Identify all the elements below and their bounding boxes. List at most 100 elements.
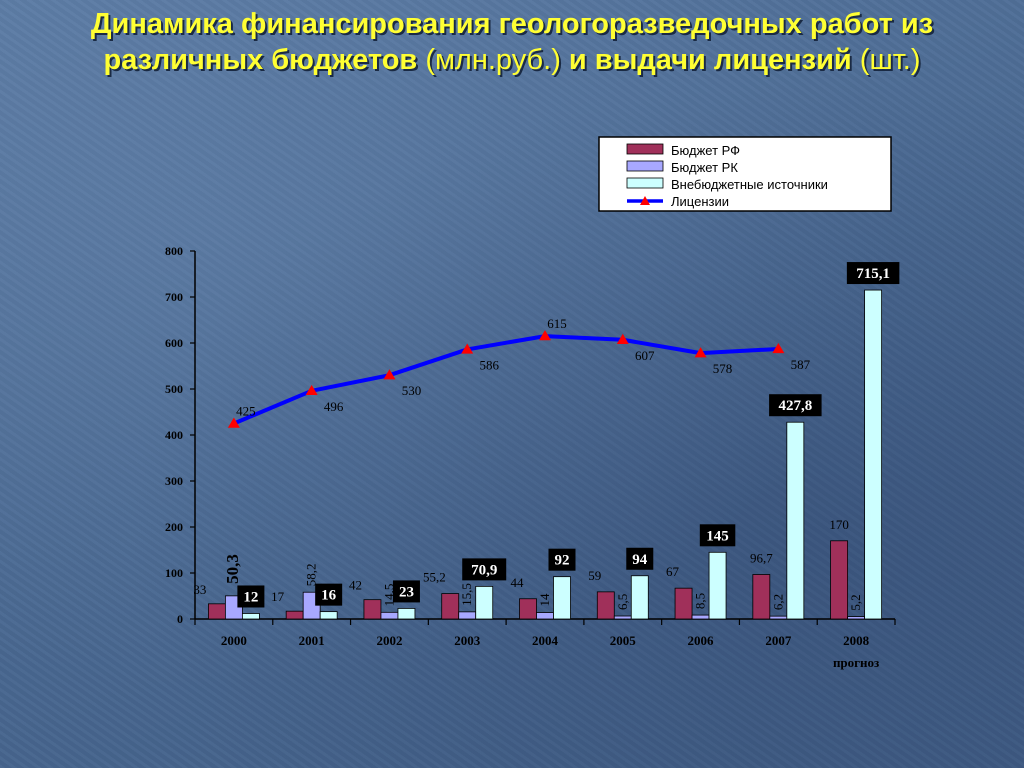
- title-bold-part-a: различных бюджетов: [103, 44, 418, 76]
- bar-offbudget: [241, 613, 260, 620]
- x-category-label: 2003: [454, 633, 481, 648]
- title-normal-part-b: (шт.): [851, 44, 921, 76]
- bar-budget-rf: [363, 599, 382, 620]
- x-category-label: 2004: [532, 633, 559, 648]
- licenses-line: [233, 334, 779, 426]
- label-offbudget-box: [237, 585, 265, 608]
- label-budget-rk: 8,5: [693, 593, 708, 609]
- x-category-label: 2005: [610, 633, 637, 648]
- bar-budget-rf: [519, 598, 537, 620]
- label-offbudget: 145: [706, 528, 729, 544]
- label-offbudget: 16: [321, 588, 337, 604]
- label-budget-rf: 59: [588, 568, 601, 583]
- title-normal-part-a: (млн.руб.): [417, 44, 569, 76]
- bar-offbudget: [786, 421, 805, 620]
- label-offbudget: 12: [243, 589, 258, 605]
- label-offbudget: 94: [632, 552, 648, 568]
- licenses-line-group: 425 496 530 586 615 607 578 587: [227, 316, 811, 428]
- label-budget-rk: 5,2: [848, 594, 863, 610]
- legend-item-offbudget-label: Внебюджетные источники: [671, 177, 828, 192]
- y-tick-label: 600: [165, 336, 183, 350]
- license-value-label: 425: [236, 404, 256, 419]
- license-marker: [383, 369, 396, 380]
- license-marker: [694, 347, 707, 358]
- bar-budget-rk: [536, 612, 554, 620]
- value-labels: 33 50,312 17 58,216 42 14,5 23 55,2 15,5 70,9 44 14…: [193, 262, 900, 611]
- label-offbudget-box: [462, 558, 507, 581]
- label-offbudget: 427,8: [778, 398, 812, 414]
- legend-item-budget-rf-swatch: [626, 143, 664, 155]
- label-budget-rk: 15,5: [459, 583, 474, 606]
- label-offbudget: 23: [399, 584, 414, 600]
- bar-budget-rf: [674, 587, 693, 620]
- label-offbudget-box: [769, 394, 822, 417]
- label-budget-rk: 14: [537, 593, 552, 607]
- y-tick-label: 100: [165, 566, 183, 580]
- y-tick-label: 0: [177, 612, 183, 626]
- x-category-label: 2007: [765, 633, 792, 648]
- y-tick-label: 500: [165, 382, 183, 396]
- legend-item-budget-rk-label: Бюджет РК: [671, 160, 738, 175]
- label-offbudget-box: [626, 547, 654, 570]
- y-tick-label: 800: [165, 244, 183, 258]
- legend-item-licenses-marker: [640, 196, 650, 205]
- license-marker: [305, 384, 318, 396]
- bar-offbudget: [553, 576, 571, 620]
- label-offbudget-box: [548, 548, 576, 571]
- label-budget-rf: 42: [349, 578, 362, 593]
- bar-offbudget: [475, 585, 494, 620]
- y-tick-label: 200: [165, 520, 183, 534]
- bar-offbudget: [397, 608, 416, 620]
- label-offbudget: 92: [555, 553, 570, 569]
- bar-budget-rf: [752, 574, 771, 620]
- title-line-1: Динамика финансирования геологоразведочн…: [90, 8, 934, 40]
- label-budget-rk: 6,2: [770, 594, 785, 610]
- bar-budget-rk: [691, 614, 710, 620]
- legend-item-offbudget-swatch: [626, 177, 664, 189]
- bar-offbudget: [319, 611, 338, 620]
- bar-budget-rk: [613, 615, 632, 620]
- label-offbudget-box: [699, 524, 736, 547]
- x-category-label: 2006: [688, 633, 715, 648]
- license-marker: [539, 330, 551, 341]
- license-value-label: 615: [547, 316, 567, 331]
- bar-budget-rk: [769, 615, 788, 620]
- chart-title: Динамика финансирования геологоразведочн…: [0, 6, 1024, 78]
- license-value-label: 587: [791, 357, 811, 372]
- license-marker: [772, 342, 785, 354]
- label-budget-rf: 55,2: [423, 570, 446, 585]
- label-budget-rk: 6,5: [615, 594, 630, 610]
- label-offbudget-box: [846, 262, 900, 285]
- license-value-label: 578: [713, 361, 733, 376]
- bar-offbudget: [708, 551, 727, 620]
- license-marker: [461, 343, 474, 354]
- bar-budget-rf: [596, 591, 615, 620]
- title-line-2: различных бюджетов (млн.руб.) и выдачи л…: [0, 42, 1024, 78]
- license-value-label: 586: [479, 357, 499, 372]
- bars: [207, 289, 883, 620]
- y-tick-label: 400: [165, 428, 183, 442]
- bar-budget-rf: [441, 593, 460, 620]
- label-budget-rk: 58,2: [304, 563, 319, 586]
- label-budget-rf: 96,7: [750, 551, 773, 566]
- label-offbudget: 715,1: [856, 266, 890, 282]
- legend: Бюджет РФ Бюджет РК Внебюджетные источники…: [598, 136, 892, 212]
- label-budget-rf: 17: [271, 589, 285, 604]
- x-category-label: 2002: [376, 633, 402, 648]
- label-budget-rf: 67: [666, 564, 680, 579]
- label-budget-rk: 14,5: [381, 584, 396, 607]
- bar-offbudget: [864, 289, 883, 620]
- title-bold-part-b: и выдачи лицензий: [568, 44, 852, 76]
- y-tick-label: 700: [165, 290, 183, 304]
- bar-budget-rf: [285, 610, 304, 620]
- x-category-label: 2008: [843, 633, 870, 648]
- license-value-label: 496: [324, 399, 344, 414]
- license-value-label: 530: [402, 383, 422, 398]
- legend-item-budget-rf-label: Бюджет РФ: [671, 143, 740, 158]
- label-budget-rf: 44: [511, 575, 525, 590]
- license-marker: [227, 417, 240, 428]
- license-value-label: 607: [635, 348, 655, 363]
- bar-offbudget: [630, 575, 649, 620]
- bar-budget-rf: [207, 603, 226, 620]
